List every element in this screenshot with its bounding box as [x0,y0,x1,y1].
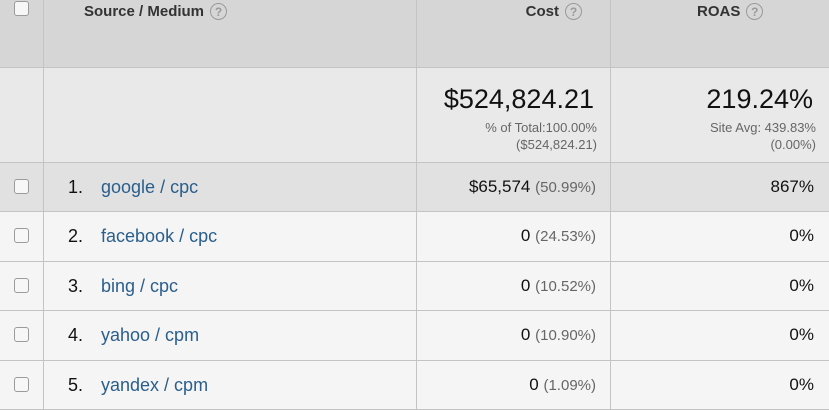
help-icon[interactable]: ? [210,3,228,20]
header-roas-label-wrap: ROAS ? [697,3,764,20]
cost-value: 0 (1.09%) [529,375,596,395]
totals-empty-cell [0,68,44,163]
source-entry: 3. bing / cpc [68,276,178,297]
source-entry: 2. facebook / cpc [68,226,217,247]
cost-value: 0 (24.53%) [521,226,596,246]
row-index: 5. [68,375,84,395]
header-source-medium-label-wrap: Source / Medium ? [84,3,228,20]
source-entry: 4. yahoo / cpm [68,325,199,346]
row-index: 1. [68,177,84,197]
cost-value: 0 (10.52%) [521,276,596,296]
source-entry: 1. google / cpc [68,177,198,198]
table-row-roas-cell: 0% [611,311,829,361]
help-icon[interactable]: ? [565,3,582,20]
table-row-source-cell: 2. facebook / cpc [44,212,417,262]
row-checkbox[interactable] [14,228,29,243]
row-checkbox[interactable] [14,179,29,194]
row-checkbox[interactable] [14,327,29,342]
row-index: 4. [68,325,84,345]
cost-amount: $65,574 [468,177,531,196]
source-medium-link[interactable]: google / cpc [101,177,199,197]
totals-roas-cell: 219.24% Site Avg: 439.83% (0.00%) [611,68,829,163]
cost-percent: (10.52%) [535,278,596,295]
row-checkbox[interactable] [14,278,29,293]
row-index: 3. [68,276,84,296]
roas-diff: (0.00%) [770,137,816,152]
cost-header-label[interactable]: Cost [525,3,559,20]
cost-percent: (24.53%) [535,228,596,245]
roas-header-label[interactable]: ROAS [697,3,741,20]
row-checkbox-cell [0,163,44,212]
header-cost-label-wrap: Cost ? [526,3,582,20]
roas-value: 0% [789,325,814,344]
table-row-source-cell: 1. google / cpc [44,163,417,212]
table-row-roas-cell: 867% [611,163,829,212]
table-row-cost-cell: 0 (10.52%) [417,262,611,311]
totals-cost-cell: $524,824.21 % of Total:100.00% ($524,824… [417,68,611,163]
table-row-source-cell: 4. yahoo / cpm [44,311,417,361]
select-all-checkbox[interactable] [14,1,29,16]
cost-amount: 0 [520,325,531,344]
cost-value: $65,574 (50.99%) [469,177,596,197]
header-roas[interactable]: ROAS ? [611,0,829,68]
total-cost-value: $524,824.21 [443,84,594,114]
table-row-cost-cell: 0 (10.90%) [417,311,611,361]
table-row-source-cell: 3. bing / cpc [44,262,417,311]
help-icon[interactable]: ? [746,3,764,20]
table-row-cost-cell: 0 (1.09%) [417,361,611,410]
row-checkbox-cell [0,311,44,361]
header-cost[interactable]: Cost ? [417,0,611,68]
table-row-source-cell: 5. yandex / cpm [44,361,417,410]
site-avg-roas: Site Avg: 439.83% [709,120,816,135]
source-entry: 5. yandex / cpm [68,375,208,396]
roas-value: 0% [789,276,814,295]
source-medium-link[interactable]: bing / cpc [101,276,179,296]
row-checkbox-cell [0,262,44,311]
roas-value: 0% [789,375,814,394]
header-source-medium[interactable]: Source / Medium ? [44,0,417,68]
total-cost-amount: ($524,824.21) [516,137,597,152]
table-row-roas-cell: 0% [611,262,829,311]
row-checkbox[interactable] [14,377,29,392]
row-checkbox-cell [0,361,44,410]
totals-label-cell [44,68,417,163]
table-row-cost-cell: $65,574 (50.99%) [417,163,611,212]
table-row-cost-cell: 0 (24.53%) [417,212,611,262]
cost-value: 0 (10.90%) [521,325,596,345]
header-select-all-cell [0,0,44,68]
total-cost-percent: % of Total:100.00% [485,120,597,135]
row-checkbox-cell [0,212,44,262]
table-row-roas-cell: 0% [611,361,829,410]
cost-amount: 0 [529,375,539,394]
cost-percent: (50.99%) [535,179,596,196]
table-row-roas-cell: 0% [611,212,829,262]
cost-percent: (10.90%) [535,327,596,344]
cost-amount: 0 [520,276,531,295]
cost-percent: (1.09%) [543,377,596,394]
source-medium-link[interactable]: yandex / cpm [101,375,209,395]
source-medium-header-label[interactable]: Source / Medium [84,3,205,20]
total-roas-value: 219.24% [706,84,813,114]
source-medium-link[interactable]: facebook / cpc [101,226,218,246]
row-index: 2. [68,226,84,246]
cost-amount: 0 [520,226,531,245]
source-medium-link[interactable]: yahoo / cpm [101,325,200,345]
roas-value: 867% [770,177,814,196]
roas-value: 0% [789,226,814,245]
